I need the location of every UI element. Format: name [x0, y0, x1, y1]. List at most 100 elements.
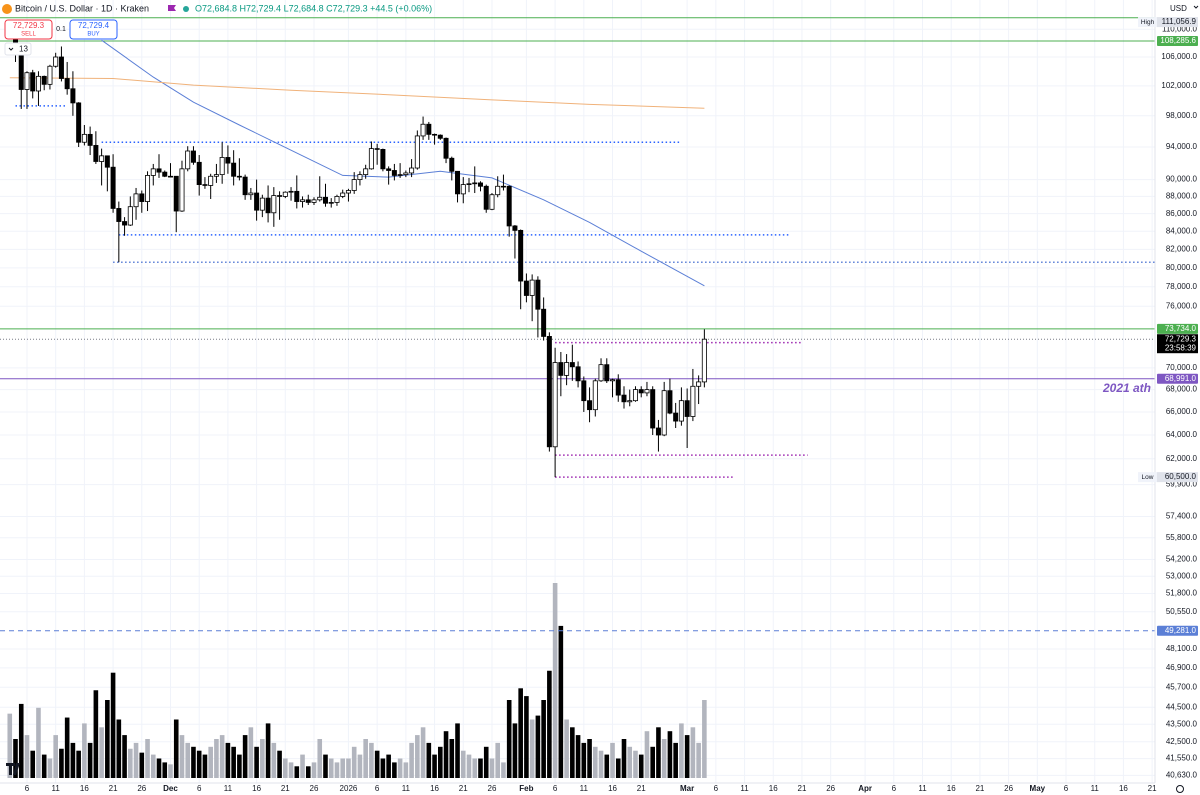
candle-body [472, 182, 478, 185]
candle-body [592, 380, 598, 411]
volume-bar [673, 742, 678, 778]
candle-body [81, 133, 87, 143]
candle-body [541, 308, 547, 337]
volume-bar [110, 672, 116, 778]
volume-bar [139, 752, 145, 778]
y-tick-label: 106,000.0 [1161, 52, 1197, 61]
moving-average [9, 77, 705, 109]
y-tick-label: 41,550.0 [1166, 754, 1198, 763]
candle-body [18, 53, 24, 90]
y-tick-label: 48,100.0 [1166, 644, 1198, 653]
volume-bar [311, 762, 317, 778]
candle-body [546, 336, 552, 448]
candle-body [236, 175, 242, 178]
candle-body [87, 133, 93, 146]
candle-body [587, 400, 593, 411]
x-tick-label: 21 [109, 784, 118, 793]
volume-bar [638, 754, 644, 778]
candle-body [317, 196, 323, 201]
x-tick-label: 11 [1091, 784, 1100, 793]
volume-bar [323, 754, 328, 778]
volume-bar [168, 764, 173, 778]
buy-label: BUY [87, 32, 99, 38]
y-tick-label: 62,000.0 [1166, 454, 1198, 463]
volume-bar [196, 750, 202, 778]
x-tick-label: 26 [310, 784, 319, 793]
volume-bar [185, 742, 191, 778]
candle-body [248, 192, 254, 196]
candle-body [368, 148, 374, 170]
candle-body [219, 157, 225, 176]
candle-body [552, 362, 558, 448]
y-tick-label: 98,000.0 [1166, 111, 1198, 120]
volume-bar [334, 762, 340, 778]
x-tick-label: 21 [798, 784, 807, 793]
x-tick-label: 21 [637, 784, 646, 793]
indicator-toggle[interactable] [4, 42, 32, 56]
candle-body [53, 56, 59, 67]
price-axis [1155, 0, 1200, 795]
y-tick-label: 53,000.0 [1166, 571, 1198, 580]
volume-bar [36, 707, 41, 778]
chevron [8, 47, 14, 51]
candle-body [374, 148, 380, 150]
x-tick-label: 2026 [340, 784, 358, 793]
candle-body [409, 167, 415, 174]
volume-bar [93, 690, 99, 778]
volume-bar [99, 727, 104, 778]
candle-body [489, 194, 495, 210]
volume-bar [409, 742, 414, 778]
candle-body [449, 157, 455, 172]
volume-bar [598, 750, 604, 778]
sell-label: SELL [21, 32, 36, 38]
y-tick-label: 86,000.0 [1166, 209, 1198, 218]
candle-body [569, 362, 575, 368]
ohlc: O72,684.8 H72,729.4 L72,684.8 C72,729.3 … [195, 3, 432, 13]
volume-bar [415, 735, 420, 778]
volume-bar [529, 719, 535, 778]
x-tick-label: 11 [224, 784, 233, 793]
x-tick-label: 21 [1148, 784, 1157, 793]
candle-body [357, 174, 363, 180]
volume-bar [162, 762, 168, 778]
x-tick-label: 6 [25, 784, 30, 793]
candle-body [277, 195, 283, 197]
low-price-box [1157, 472, 1198, 483]
candle-body [351, 179, 357, 191]
y-tick-label: 70,000.0 [1166, 363, 1198, 372]
candle-body [139, 193, 145, 202]
volume-bar [541, 700, 546, 778]
volume-bar [328, 758, 334, 778]
candle-body [678, 400, 684, 422]
volume-bar [18, 703, 24, 778]
x-tick-label: 16 [947, 784, 956, 793]
x-tick-label: 21 [459, 784, 468, 793]
volume-bar [122, 735, 127, 778]
volume-bar [231, 746, 236, 778]
candle-body [265, 197, 271, 214]
candle-body [638, 389, 644, 394]
volume-bar [369, 742, 374, 778]
currency[interactable]: USD [1170, 4, 1187, 13]
settings-icon[interactable] [1176, 785, 1184, 793]
y-tick-label: 54,200.0 [1166, 555, 1198, 564]
candle-body [690, 385, 696, 417]
coin-icon [2, 4, 12, 14]
high-tag-box [1138, 17, 1157, 28]
flag-icon[interactable] [168, 5, 176, 11]
current-price-label: 72,729.3 [1165, 334, 1197, 343]
spread: 0.1 [56, 26, 66, 33]
candle-body [598, 364, 604, 382]
y-tick-label: 76,000.0 [1166, 301, 1198, 310]
volume-bar [558, 625, 564, 778]
candle-body [495, 185, 501, 196]
y-tick-label: 110,000.0 [1162, 24, 1198, 33]
symbol-title[interactable]: Bitcoin / U.S. Dollar · 1D · Kraken [15, 3, 149, 13]
candle-body [518, 229, 524, 282]
volume-bar [219, 735, 225, 778]
low-price-label: 60,500.0 [1165, 472, 1197, 481]
buy-button[interactable] [69, 19, 118, 40]
candle-body [213, 174, 219, 177]
sell-button[interactable] [4, 19, 53, 40]
